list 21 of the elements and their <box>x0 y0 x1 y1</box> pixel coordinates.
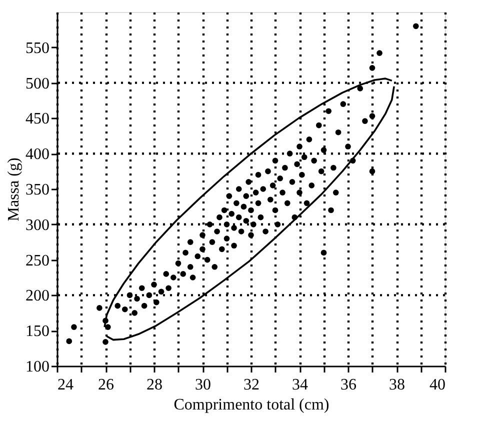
y-tick-label: 150 <box>26 323 50 340</box>
y-tick-label: 550 <box>26 40 50 57</box>
y-tick-label: 100 <box>26 358 50 376</box>
y-tick-label: 200 <box>26 288 50 305</box>
x-axis-title: Comprimento total (cm) <box>174 396 330 414</box>
x-tick-label: 26 <box>98 376 114 394</box>
y-tick-label: 400 <box>26 146 50 164</box>
x-tick-label: 36 <box>340 376 356 394</box>
x-tick-label: 28 <box>146 376 162 394</box>
y-tick-label: 450 <box>26 110 50 128</box>
x-tick-label: 34 <box>292 376 308 394</box>
x-tick-label: 32 <box>244 376 260 394</box>
y-tick-label: 250 <box>26 252 50 270</box>
x-tick-label: 30 <box>195 376 211 394</box>
y-tick-label: 350 <box>26 182 50 198</box>
x-tick-label: 38 <box>389 376 405 394</box>
y-axis-title: Massa (g) <box>6 158 22 222</box>
x-tick-label: 40 <box>430 376 446 394</box>
y-tick-label: 500 <box>26 75 50 92</box>
x-tick-label: 24 <box>58 376 74 394</box>
y-tick-label: 300 <box>26 216 50 234</box>
